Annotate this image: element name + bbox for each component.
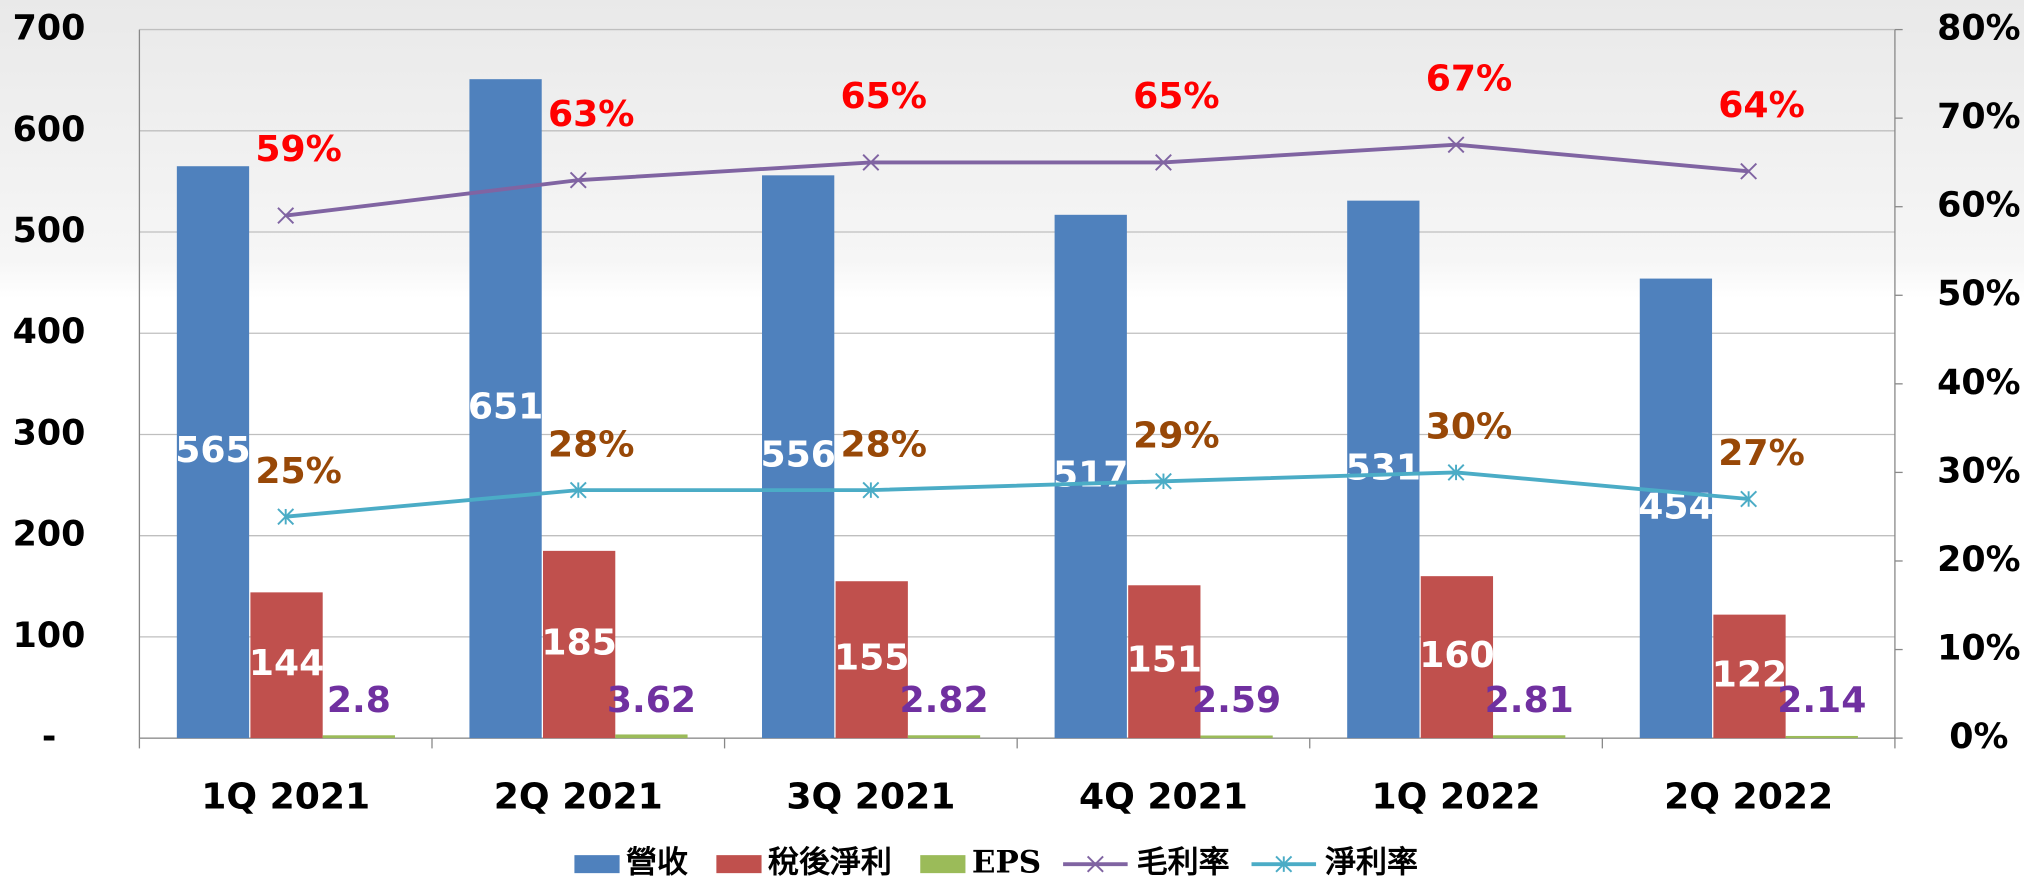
y2-tick-label: 30% — [1937, 451, 2020, 491]
legend-marker — [1275, 855, 1293, 873]
bar — [1493, 735, 1566, 739]
marker — [862, 154, 880, 171]
bar — [1347, 200, 1420, 739]
y-tick-label: 700 — [13, 9, 86, 49]
x-tick-label: 2Q 2022 — [1664, 776, 1833, 818]
data-label: 29% — [1133, 415, 1219, 457]
bar — [1639, 278, 1713, 739]
line — [285, 470, 1749, 519]
y2-tick-label: 50% — [1937, 274, 2020, 314]
data-label: 556 — [760, 434, 835, 476]
marker — [569, 481, 587, 499]
x-tick-label: 1Q 2021 — [201, 776, 370, 818]
bar — [1128, 585, 1201, 739]
y2-tick-label: 0% — [1949, 717, 2008, 757]
bar — [1785, 735, 1858, 739]
legend-label: 毛利率 — [1137, 845, 1230, 881]
bar — [762, 175, 835, 739]
x-tick-label: 1Q 2022 — [1372, 776, 1541, 818]
data-label: 25% — [255, 450, 341, 492]
marker — [277, 508, 295, 526]
marker — [1740, 162, 1758, 180]
legend-swatch — [920, 855, 966, 874]
y-tick-label: 600 — [13, 110, 86, 150]
data-label: 531 — [1346, 446, 1421, 488]
marker — [1447, 136, 1465, 154]
legend-swatch — [574, 855, 620, 874]
y2-tick-label: 40% — [1937, 363, 2020, 403]
data-label: 160 — [1419, 634, 1494, 676]
marker — [862, 481, 880, 499]
data-label: 3.62 — [607, 679, 696, 721]
y2-tick-label: 70% — [1937, 97, 2020, 137]
x-tick-label: 2Q 2021 — [494, 776, 663, 818]
data-label: 2.8 — [327, 679, 391, 721]
y2-tick-label: 60% — [1937, 186, 2020, 226]
marker — [1740, 490, 1758, 508]
legend-label: 營收 — [626, 845, 688, 881]
data-label: 155 — [834, 637, 909, 679]
y-tick-label: 400 — [13, 312, 86, 352]
bar — [322, 735, 395, 739]
data-label: 30% — [1426, 406, 1512, 448]
y-tick-label: 300 — [13, 413, 86, 453]
x-tick-label: 4Q 2021 — [1079, 776, 1248, 818]
data-label: 2.59 — [1192, 679, 1281, 721]
bar — [615, 734, 688, 739]
y2-tick-label: 80% — [1937, 9, 2020, 49]
y2-tick-label: 20% — [1937, 540, 2020, 580]
legend-swatch — [716, 855, 762, 874]
data-label: 2.82 — [899, 679, 988, 721]
y-tick-label: - — [42, 717, 56, 757]
data-label: 67% — [1426, 57, 1512, 99]
data-label: 151 — [1127, 639, 1202, 681]
bar — [1713, 614, 1786, 739]
data-label: 144 — [249, 642, 324, 684]
data-label: 27% — [1718, 432, 1804, 474]
marker — [1155, 472, 1172, 490]
data-label: 65% — [841, 75, 927, 117]
y2-tick-label: 10% — [1937, 629, 2020, 669]
legend-label: 稅後淨利 — [768, 845, 892, 881]
data-label: 63% — [548, 93, 634, 135]
marker — [569, 171, 587, 189]
legend-marker — [1086, 855, 1104, 873]
legend-label: EPS — [972, 845, 1041, 881]
legend-label: 淨利率 — [1325, 845, 1418, 881]
data-label: 122 — [1712, 653, 1787, 695]
data-label: 28% — [548, 423, 634, 465]
data-label: 65% — [1133, 75, 1219, 117]
data-label: 2.81 — [1485, 679, 1574, 721]
data-label: 64% — [1718, 84, 1804, 126]
x-tick-label: 3Q 2021 — [786, 776, 955, 818]
bar — [543, 550, 616, 739]
marker — [1155, 154, 1172, 171]
bar — [1054, 214, 1127, 739]
bar — [1420, 576, 1494, 739]
y-tick-label: 200 — [13, 515, 86, 555]
bar — [250, 592, 323, 739]
bar — [835, 581, 908, 739]
marker — [1447, 464, 1465, 481]
data-label: 185 — [541, 622, 616, 664]
data-label: 651 — [468, 386, 543, 428]
bar — [176, 166, 250, 739]
bar — [1200, 735, 1273, 739]
bar — [907, 735, 981, 739]
data-label: 2.14 — [1777, 679, 1866, 721]
data-label: 517 — [1053, 454, 1128, 496]
marker — [277, 207, 295, 224]
line — [285, 142, 1749, 218]
y-tick-label: 100 — [13, 616, 86, 656]
data-label: 28% — [841, 423, 927, 465]
y-tick-label: 500 — [13, 211, 86, 251]
data-label: 565 — [175, 429, 250, 471]
data-label: 59% — [255, 128, 341, 170]
